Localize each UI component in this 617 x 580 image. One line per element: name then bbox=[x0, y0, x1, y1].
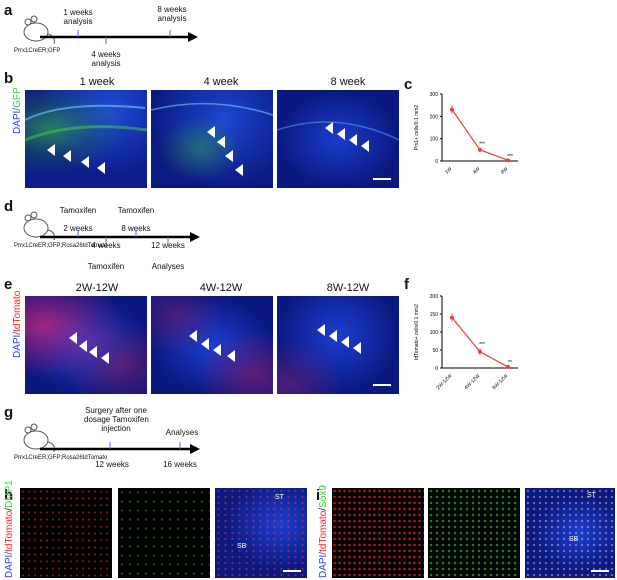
f-xtick-label: 4W-12W bbox=[463, 373, 481, 390]
c-ytick-label: 100 bbox=[430, 137, 439, 143]
f-significance: ** bbox=[508, 360, 512, 366]
mouse-icon bbox=[23, 423, 55, 453]
e-stain-label: DAPI/tdTomato bbox=[12, 290, 23, 358]
g-timeline-arrow bbox=[40, 442, 200, 454]
f-xtick-label: 8W-12W bbox=[491, 373, 509, 390]
h-micrograph-green bbox=[118, 488, 210, 578]
g-bottom1: 12 weeks bbox=[95, 460, 129, 469]
b-stain-label: DAPI/GFP bbox=[12, 87, 23, 134]
f-ytick-label: 150 bbox=[430, 312, 439, 318]
f-point bbox=[450, 315, 454, 320]
d-bot2: 12 weeks bbox=[151, 241, 185, 250]
c-series-line bbox=[451, 109, 509, 161]
d-bot1b: Tamoxifen bbox=[87, 262, 125, 271]
e-header-2: 4W-12W bbox=[199, 282, 243, 294]
g-top-right: Analyses bbox=[165, 428, 199, 437]
d-top2b: 8 weeks bbox=[121, 224, 151, 233]
b-header-3: 8 week bbox=[330, 76, 366, 88]
d-bot2b: Analyses bbox=[151, 262, 185, 271]
c-point bbox=[478, 147, 482, 152]
a-t1: 1 weeks analysis bbox=[63, 8, 93, 26]
c-ytick-label: 0 bbox=[435, 159, 438, 165]
d-top2: Tamoxifen bbox=[117, 206, 155, 215]
h-scalebar bbox=[283, 570, 301, 572]
i-st-label: ST bbox=[587, 492, 596, 499]
h-stain-label: DAPI/tdTomato/DMP1 bbox=[4, 480, 15, 578]
panel-label-f: f bbox=[404, 276, 409, 293]
c-ytick-label: 200 bbox=[430, 114, 439, 120]
h-micrograph-merge: ST SB bbox=[215, 488, 307, 578]
a-t2: 4 weeks analysis bbox=[91, 50, 121, 68]
e-header-1: 2W-12W bbox=[75, 282, 119, 294]
h-sb-label: SB bbox=[237, 543, 247, 550]
g-bottom2: 16 weeks bbox=[163, 460, 197, 469]
f-ytick-label: 200 bbox=[430, 294, 439, 300]
c-xtick-label: 8W bbox=[500, 166, 510, 176]
mouse-icon bbox=[23, 211, 55, 241]
a-mouse-label: Prrx1CreER;GFP bbox=[14, 48, 61, 54]
d-top1b: 2 weeks bbox=[63, 224, 93, 233]
f-ylabel: tdTomato+ cells/0.1 mm2 bbox=[414, 304, 420, 360]
f-ytick-label: 100 bbox=[430, 330, 439, 336]
i-stain-label: DAPI/tdTomato/Sox9 bbox=[318, 485, 329, 578]
b-micrograph-3 bbox=[277, 90, 399, 188]
panel-label-h: h bbox=[4, 487, 14, 504]
panel-label-c: c bbox=[404, 76, 413, 93]
e-micrograph-3 bbox=[277, 296, 399, 394]
e-micrograph-2 bbox=[151, 296, 273, 394]
b-micrograph-1 bbox=[25, 90, 147, 188]
chart-c: 0 100 200 300 Prx1+ cells/0.1 mm2 1W 4W *** 8W **… bbox=[414, 92, 518, 176]
e-scalebar bbox=[373, 384, 391, 386]
f-ytick-label: 0 bbox=[435, 366, 438, 372]
panel-label-i: i bbox=[316, 487, 321, 504]
g-top: Surgery after one dosage Tamoxifen injec… bbox=[84, 406, 149, 433]
c-point bbox=[506, 158, 510, 163]
c-ytick-label: 300 bbox=[430, 92, 439, 98]
b-header-2: 4 week bbox=[203, 76, 239, 88]
f-ytick-label: 50 bbox=[432, 348, 438, 354]
d-mouse-label: Prrx1CreER;GFP;Rosa26tdTomato bbox=[14, 243, 108, 249]
panel-label-b: b bbox=[4, 70, 14, 87]
c-significance: *** bbox=[507, 154, 513, 160]
f-point bbox=[478, 349, 482, 354]
f-significance: *** bbox=[479, 342, 485, 348]
h-st-label: ST bbox=[275, 494, 284, 501]
d-timeline-arrow bbox=[40, 230, 200, 244]
panel-label-d: d bbox=[4, 198, 14, 215]
c-ylabel: Prx1+ cells/0.1 mm2 bbox=[414, 105, 420, 151]
panel-label-e: e bbox=[4, 276, 13, 293]
b-micrograph-2 bbox=[151, 90, 273, 188]
d-bot1: 4 weeks bbox=[91, 241, 121, 250]
i-micrograph-green bbox=[428, 488, 520, 578]
i-sb-label: SB bbox=[569, 536, 579, 543]
c-xtick-label: 1W bbox=[444, 166, 454, 176]
i-scalebar bbox=[591, 570, 609, 572]
b-header-1: 1 week bbox=[79, 76, 115, 88]
f-point bbox=[506, 364, 510, 369]
chart-f: 0 50 100 150 200 tdTomato+ cells/0.1 mm2 2W-12… bbox=[414, 294, 518, 390]
a-timeline-arrow bbox=[40, 30, 198, 44]
c-point bbox=[450, 107, 454, 112]
b-scalebar bbox=[373, 178, 391, 180]
a-t3: 8 weeks analysis bbox=[157, 5, 187, 23]
h-micrograph-red bbox=[20, 488, 112, 578]
f-xtick-label: 2W-12W bbox=[435, 373, 453, 390]
e-micrograph-1 bbox=[25, 296, 147, 394]
c-xtick-label: 4W bbox=[472, 166, 482, 176]
e-header-3: 8W-12W bbox=[326, 282, 370, 294]
g-mouse-label: Prrx1CreER;GFP;Rosa26tdTomato bbox=[14, 455, 108, 461]
c-significance: *** bbox=[479, 142, 485, 148]
d-top1: Tamoxifen bbox=[59, 206, 97, 215]
panel-label-g: g bbox=[4, 404, 14, 421]
i-micrograph-red bbox=[332, 488, 424, 578]
i-micrograph-merge: ST SB bbox=[525, 488, 615, 578]
panel-label-a: a bbox=[4, 2, 13, 19]
